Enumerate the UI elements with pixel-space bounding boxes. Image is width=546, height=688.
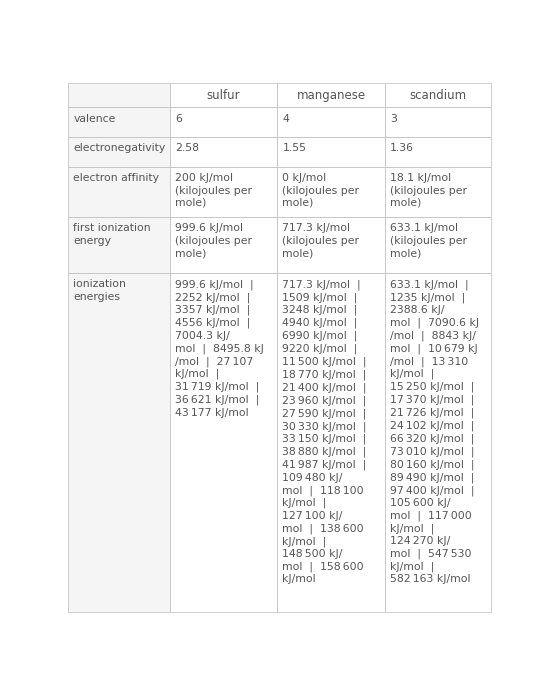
Text: 3: 3 (390, 114, 397, 124)
Bar (277, 272, 385, 612)
Bar (68, 272, 170, 612)
Bar (68, 107, 170, 137)
Text: sulfur: sulfur (207, 89, 240, 102)
Text: 633.1 kJ/mol
(kilojoules per
mole): 633.1 kJ/mol (kilojoules per mole) (390, 224, 467, 258)
Bar (385, 107, 491, 137)
Text: 999.6 kJ/mol  |
2252 kJ/mol  |
3357 kJ/mol  |
4556 kJ/mol  |
7004.3 kJ/
mol  |  : 999.6 kJ/mol | 2252 kJ/mol | 3357 kJ/mol… (175, 279, 264, 418)
Text: electronegativity: electronegativity (73, 144, 165, 153)
Text: 717.3 kJ/mol  |
1509 kJ/mol  |
3248 kJ/mol  |
4940 kJ/mol  |
6990 kJ/mol  |
9220: 717.3 kJ/mol | 1509 kJ/mol | 3248 kJ/mol… (282, 279, 367, 584)
Text: scandium: scandium (410, 89, 467, 102)
Bar (68, 166, 170, 217)
Bar (170, 166, 277, 217)
Text: 200 kJ/mol
(kilojoules per
mole): 200 kJ/mol (kilojoules per mole) (175, 173, 252, 208)
Bar (170, 83, 277, 107)
Bar (385, 137, 491, 166)
Text: 2.58: 2.58 (175, 144, 199, 153)
Text: 999.6 kJ/mol
(kilojoules per
mole): 999.6 kJ/mol (kilojoules per mole) (175, 224, 252, 258)
Text: 6: 6 (175, 114, 182, 124)
Bar (277, 83, 385, 107)
Bar (277, 166, 385, 217)
Bar (170, 217, 277, 272)
Bar (385, 272, 491, 612)
Bar (68, 83, 170, 107)
Bar (277, 137, 385, 166)
Bar (385, 83, 491, 107)
Text: 1.55: 1.55 (282, 144, 306, 153)
Bar (68, 217, 170, 272)
Bar (170, 137, 277, 166)
Bar (170, 272, 277, 612)
Bar (277, 217, 385, 272)
Text: 18.1 kJ/mol
(kilojoules per
mole): 18.1 kJ/mol (kilojoules per mole) (390, 173, 467, 208)
Bar (68, 137, 170, 166)
Bar (277, 107, 385, 137)
Text: 633.1 kJ/mol  |
1235 kJ/mol  |
2388.6 kJ/
mol  |  7090.6 kJ
/mol  |  8843 kJ/
mo: 633.1 kJ/mol | 1235 kJ/mol | 2388.6 kJ/ … (390, 279, 479, 584)
Text: ionization
energies: ionization energies (73, 279, 126, 301)
Text: 1.36: 1.36 (390, 144, 414, 153)
Text: valence: valence (73, 114, 116, 124)
Bar (385, 217, 491, 272)
Text: first ionization
energy: first ionization energy (73, 224, 151, 246)
Text: manganese: manganese (296, 89, 366, 102)
Text: electron affinity: electron affinity (73, 173, 159, 183)
Text: 0 kJ/mol
(kilojoules per
mole): 0 kJ/mol (kilojoules per mole) (282, 173, 359, 208)
Text: 4: 4 (282, 114, 289, 124)
Text: 717.3 kJ/mol
(kilojoules per
mole): 717.3 kJ/mol (kilojoules per mole) (282, 224, 359, 258)
Bar (170, 107, 277, 137)
Bar (385, 166, 491, 217)
